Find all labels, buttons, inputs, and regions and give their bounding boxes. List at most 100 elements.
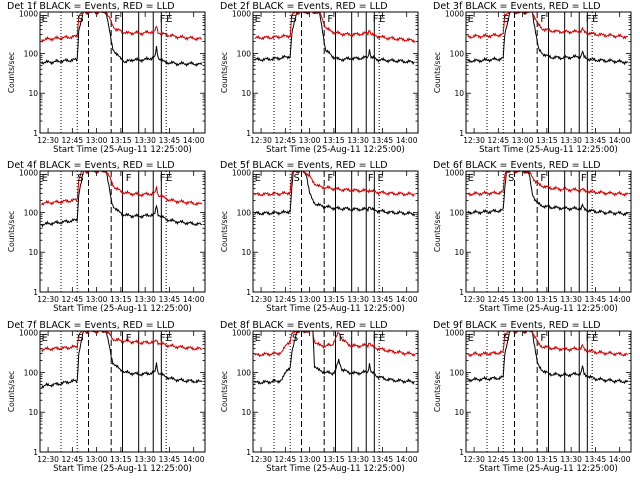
phase-annotation: F <box>327 14 333 25</box>
y-tick-label: 100 <box>24 49 39 58</box>
panel-title: Det 7f BLACK = Events, RED = LLD <box>7 320 175 331</box>
phase-annotation: S <box>290 14 296 25</box>
events-series-line <box>467 171 629 217</box>
x-tick-label: 14:00 <box>396 455 418 464</box>
y-axis-label: Counts/sec <box>220 211 229 252</box>
plot-frame <box>39 11 206 134</box>
plot-frame <box>39 170 206 293</box>
detector-panel: Det 2f BLACK = Events, RED = LLD 1 10 100 10… <box>220 1 419 155</box>
panel-title: Det 8f BLACK = Events, RED = LLD <box>220 320 388 331</box>
x-tick-label: 13:00 <box>86 455 108 464</box>
x-tick-label: 13:00 <box>86 295 108 304</box>
x-tick-label: 13:30 <box>560 295 582 304</box>
x-tick-label: 13:30 <box>347 455 369 464</box>
detector-panel: Det 7f BLACK = Events, RED = LLD 1 10 100 10… <box>7 320 206 474</box>
y-tick-label: 100 <box>237 208 252 217</box>
x-tick-label: 12:45 <box>488 295 510 304</box>
phase-annotation: E <box>166 333 172 344</box>
x-tick-label: 12:30 <box>250 455 272 464</box>
phase-annotation: S <box>508 173 514 184</box>
y-tick-label: 1000 <box>232 329 251 338</box>
x-tick-label: 14:00 <box>183 455 205 464</box>
plot-frame <box>465 11 632 134</box>
y-tick-label: 100 <box>450 208 465 217</box>
x-tick-label: 13:30 <box>134 136 156 145</box>
panel-title: Det 3f BLACK = Events, RED = LLD <box>433 1 601 12</box>
y-tick-label: 10 <box>454 408 464 417</box>
x-tick-label: 13:30 <box>134 295 156 304</box>
y-axis-label: Counts/sec <box>220 371 229 412</box>
lld-series-line <box>467 171 629 197</box>
x-tick-label: 12:45 <box>488 455 510 464</box>
y-tick-label: 100 <box>450 368 465 377</box>
phase-annotation: F <box>540 173 546 184</box>
phase-annotation: E <box>591 173 597 184</box>
y-tick-label: 1 <box>459 288 464 297</box>
lld-series-line <box>254 171 415 198</box>
detector-panel: Det 9f BLACK = Events, RED = LLD 1 10 100 10… <box>433 320 632 474</box>
y-tick-label: 10 <box>454 89 464 98</box>
detector-panel: Det 5f BLACK = Events, RED = LLD 1 10 100 10… <box>220 160 419 314</box>
y-tick-label: 10 <box>454 248 464 257</box>
events-series-line <box>254 331 415 385</box>
x-axis-label: Start Time (25-Aug-11 12:25:00) <box>53 145 192 155</box>
x-tick-label: 12:45 <box>275 455 297 464</box>
phase-annotation: S <box>77 333 83 344</box>
y-axis-label: Counts/sec <box>433 371 442 412</box>
y-tick-label: 100 <box>450 49 465 58</box>
y-tick-label: 100 <box>24 368 39 377</box>
phase-annotation: F <box>327 173 333 184</box>
y-axis-label: Counts/sec <box>220 52 229 93</box>
x-axis-label: Start Time (25-Aug-11 12:25:00) <box>479 464 618 474</box>
y-tick-label: 1000 <box>19 169 38 178</box>
x-tick-label: 13:30 <box>134 455 156 464</box>
x-tick-label: 12:30 <box>37 295 59 304</box>
lld-series-line <box>467 331 629 358</box>
events-series-line <box>41 12 203 67</box>
phase-annotation: F <box>373 333 379 344</box>
x-tick-label: 13:45 <box>585 455 607 464</box>
x-tick-label: 13:00 <box>512 455 534 464</box>
panel-title: Det 9f BLACK = Events, RED = LLD <box>433 320 601 331</box>
x-tick-label: 13:15 <box>536 295 558 304</box>
plot-frame <box>465 330 632 453</box>
x-tick-label: 13:45 <box>159 295 181 304</box>
phase-annotation: E <box>379 14 385 25</box>
x-axis-label: Start Time (25-Aug-11 12:25:00) <box>479 304 618 314</box>
phase-annotation: F <box>586 14 592 25</box>
phase-annotation: E <box>166 14 172 25</box>
phase-annotation: E <box>255 173 261 184</box>
plot-frame <box>39 330 206 453</box>
y-tick-label: 10 <box>28 408 38 417</box>
x-tick-label: 12:30 <box>250 295 272 304</box>
phase-annotation: E <box>255 333 261 344</box>
x-tick-label: 13:45 <box>372 295 394 304</box>
x-tick-label: 12:30 <box>250 136 272 145</box>
x-tick-label: 13:15 <box>323 136 345 145</box>
y-axis-label: Counts/sec <box>433 211 442 252</box>
x-axis-label: Start Time (25-Aug-11 12:25:00) <box>266 145 405 155</box>
x-tick-label: 12:30 <box>37 136 59 145</box>
y-tick-label: 1 <box>459 448 464 457</box>
x-tick-label: 13:15 <box>323 455 345 464</box>
phase-annotation: F <box>540 333 546 344</box>
y-tick-label: 1000 <box>445 169 464 178</box>
phase-annotation: E <box>255 14 261 25</box>
phase-annotation: F <box>373 14 379 25</box>
y-tick-label: 10 <box>241 248 251 257</box>
x-tick-label: 14:00 <box>609 136 631 145</box>
phase-annotation: E <box>378 173 384 184</box>
phase-annotation: E <box>42 173 48 184</box>
panel-title: Det 4f BLACK = Events, RED = LLD <box>7 160 175 171</box>
x-tick-label: 13:00 <box>512 136 534 145</box>
y-tick-label: 10 <box>241 408 251 417</box>
plot-frame <box>252 11 419 134</box>
x-axis-label: Start Time (25-Aug-11 12:25:00) <box>479 145 618 155</box>
x-tick-label: 12:45 <box>488 136 510 145</box>
x-tick-label: 13:15 <box>110 295 132 304</box>
x-tick-label: 13:45 <box>372 136 394 145</box>
x-tick-label: 12:30 <box>37 455 59 464</box>
lld-series-line <box>254 331 416 358</box>
y-tick-label: 1 <box>33 129 38 138</box>
